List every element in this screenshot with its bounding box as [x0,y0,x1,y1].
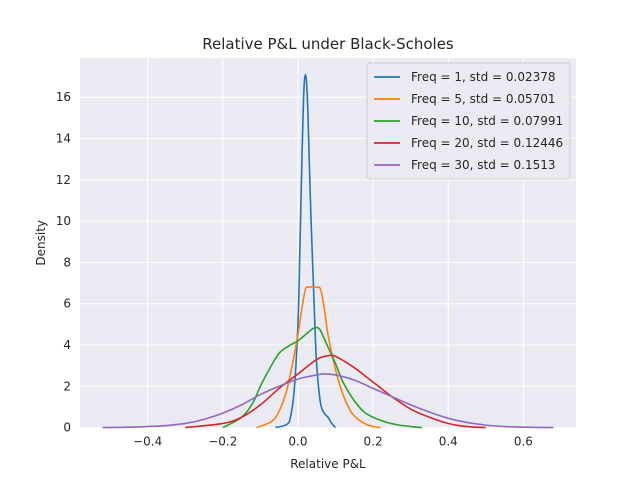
y-tick-label: 14 [56,132,71,146]
y-tick-label: 0 [63,421,71,435]
x-tick-label: 0.0 [288,435,307,449]
y-tick-label: 4 [63,338,71,352]
x-tick-label: 0.2 [364,435,383,449]
x-tick-label: 0.4 [439,435,458,449]
y-tick-label: 6 [63,297,71,311]
y-tick-label: 8 [63,255,71,269]
series-line-5 [102,373,554,429]
legend-entry: Freq = 1, std = 0.02378 [411,70,556,84]
legend-entry: Freq = 5, std = 0.05701 [411,92,556,106]
y-axis-label: Density [34,220,48,266]
legend-entry: Freq = 10, std = 0.07991 [411,114,563,128]
series-line-4 [185,354,486,429]
y-tick-label: 10 [56,214,71,228]
series-line-3 [222,326,423,429]
legend: Freq = 1, std = 0.02378 Freq = 5, std = 0… [366,62,571,180]
x-tick-label: −0.4 [133,435,162,449]
series-lines [102,73,554,429]
x-tick-label: −0.2 [208,435,237,449]
series-line-2 [256,286,381,429]
x-axis-label: Relative P&L [290,457,366,471]
legend-entry: Freq = 30, std = 0.1513 [411,158,556,172]
x-tick-label: 0.6 [514,435,533,449]
y-tick-labels: 0 2 4 6 8 10 12 14 16 [56,90,71,434]
x-tick-labels: −0.4 −0.2 0.0 0.2 0.4 0.6 [133,435,533,449]
y-tick-label: 2 [63,379,71,393]
legend-frame [366,62,571,180]
y-tick-label: 16 [56,90,71,104]
chart-title: Relative P&L under Black-Scholes [202,35,454,53]
legend-entry: Freq = 20, std = 0.12446 [411,136,563,150]
series-line-1 [275,73,337,429]
grid-lines [80,58,576,429]
y-tick-label: 12 [56,173,71,187]
